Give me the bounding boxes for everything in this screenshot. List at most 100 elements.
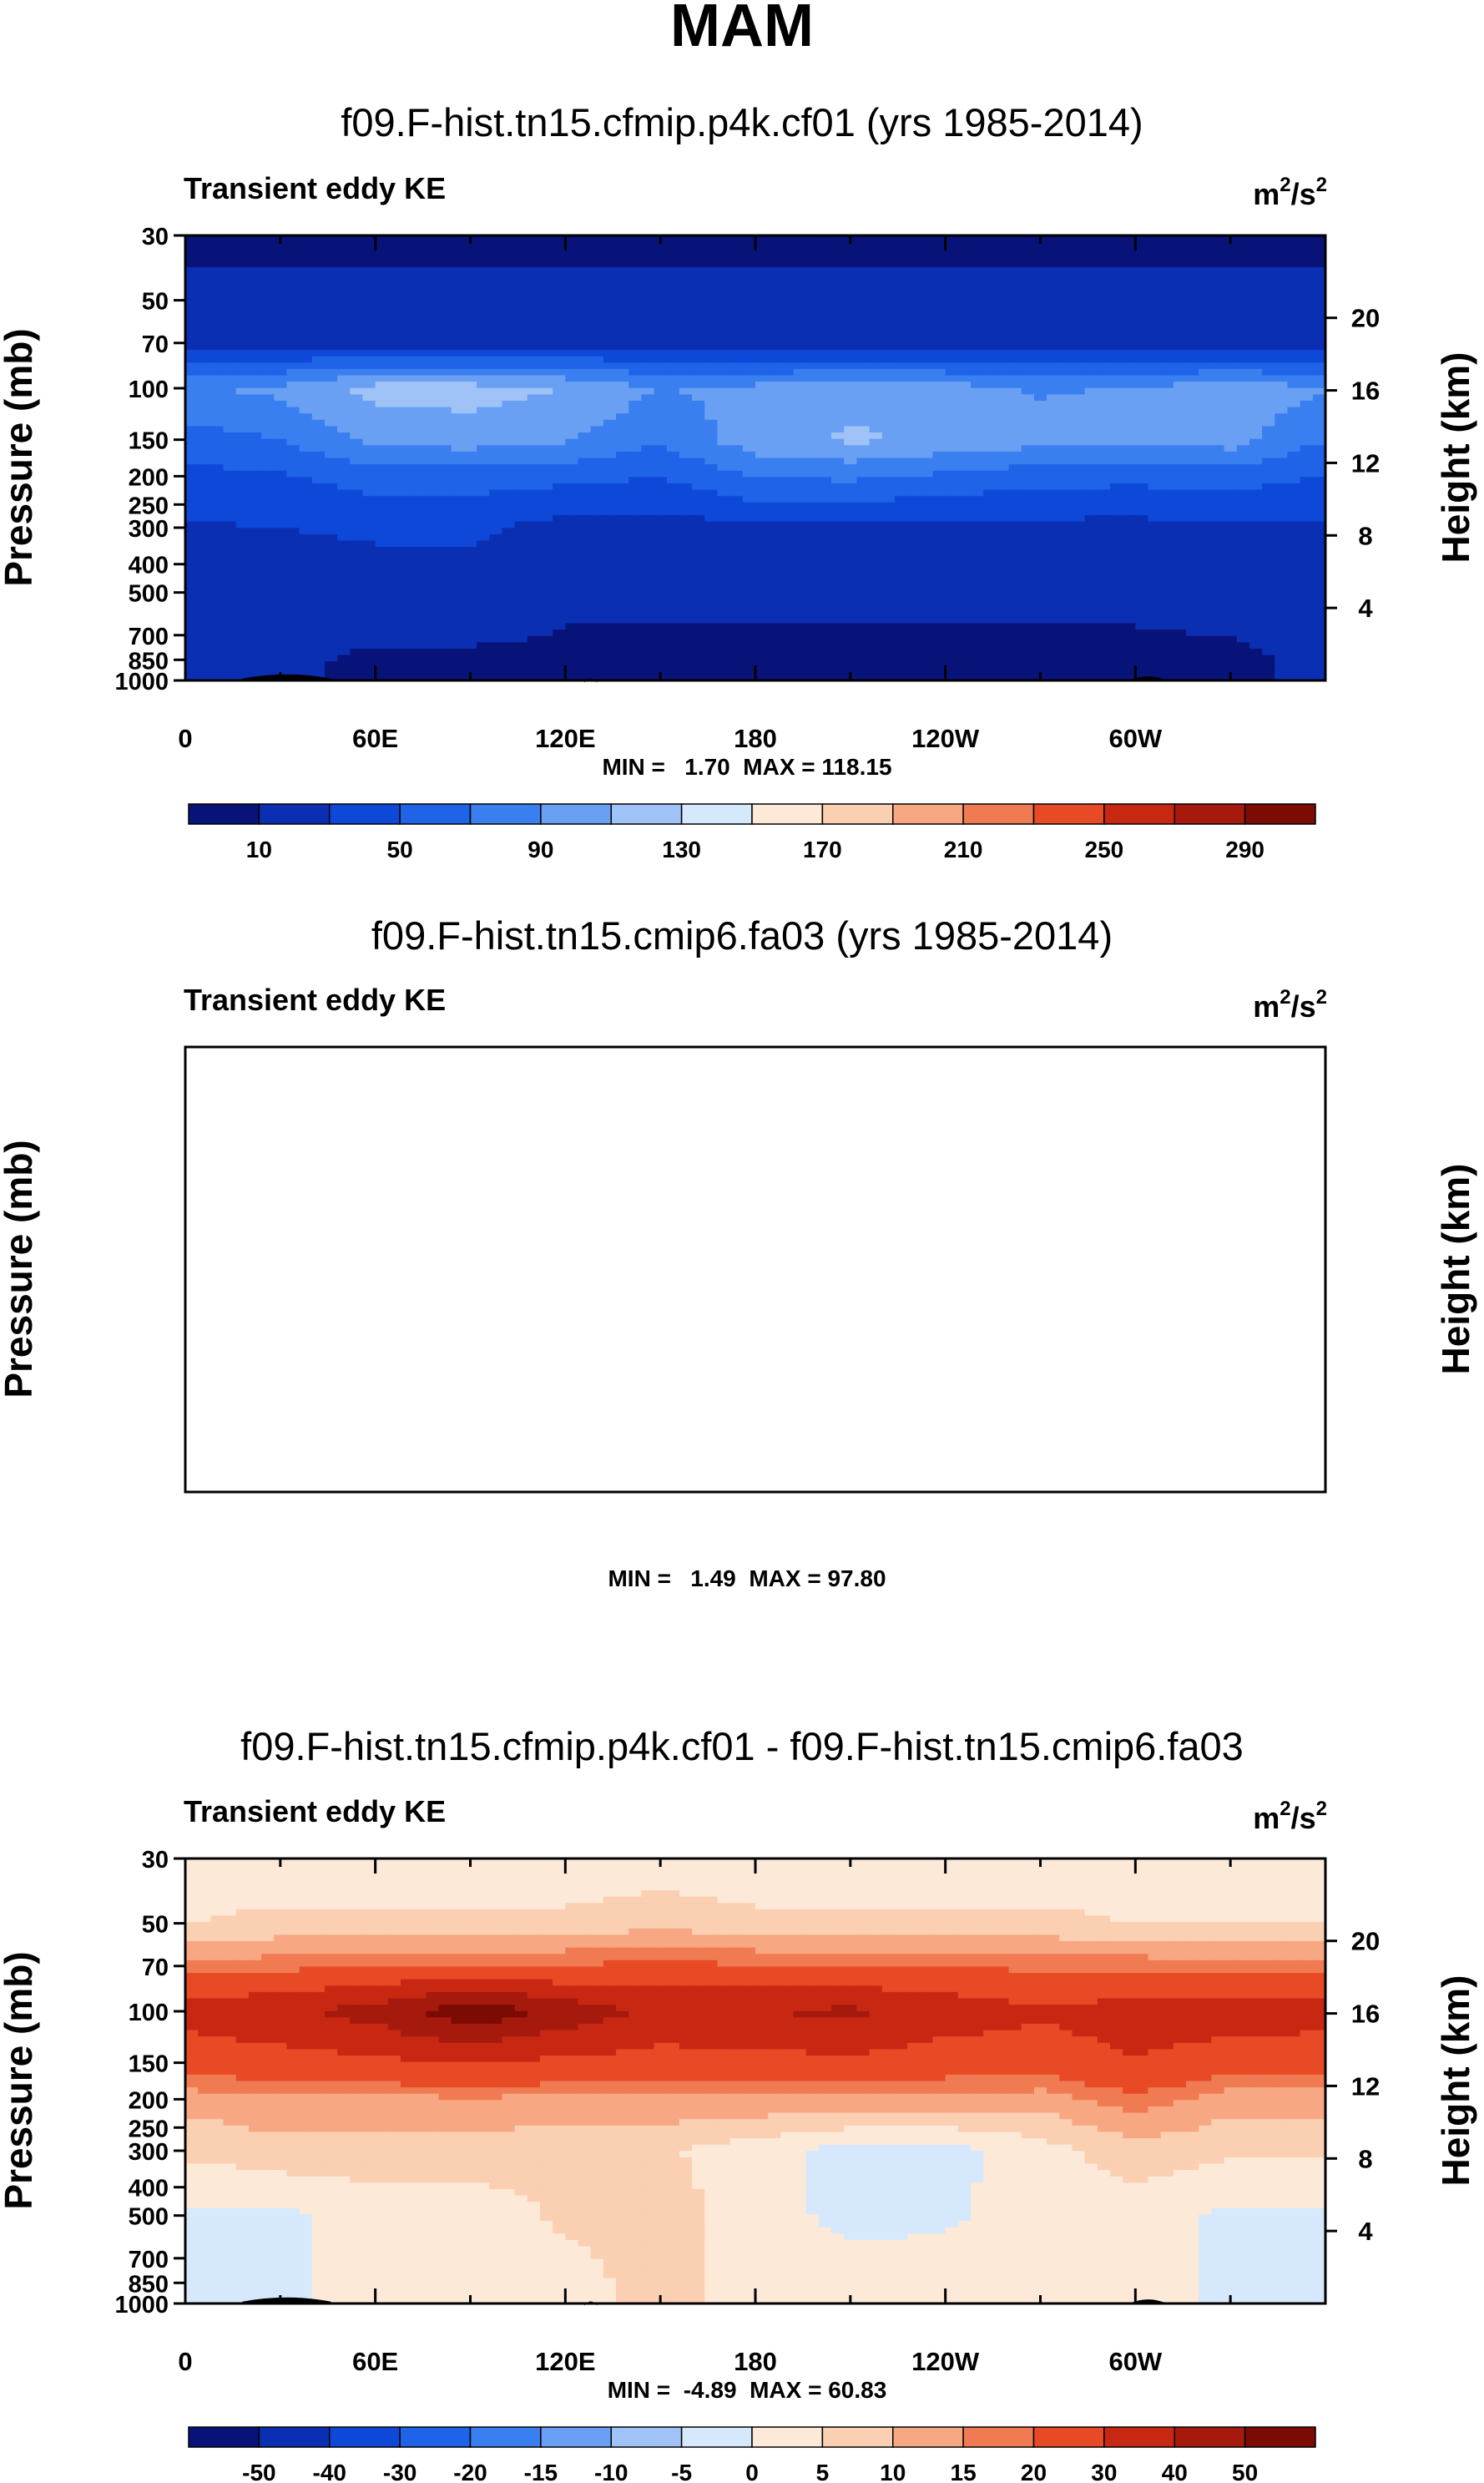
- contour-cell: [375, 584, 389, 592]
- contour-cell: [1287, 470, 1301, 478]
- contour-cell: [1262, 483, 1275, 491]
- contour-cell: [793, 331, 807, 338]
- contour-cell: [704, 343, 719, 351]
- contour-cell: [1123, 382, 1136, 389]
- contour-cell: [1072, 553, 1086, 560]
- contour-cell: [1173, 343, 1187, 351]
- contour-cell: [628, 413, 642, 421]
- contour-cell: [1160, 521, 1174, 528]
- contour-cell: [311, 528, 326, 535]
- contour-cell: [869, 534, 883, 542]
- contour-cell: [1047, 407, 1060, 414]
- contour-cell: [894, 559, 908, 567]
- contour-cell: [729, 464, 744, 472]
- contour-cell: [337, 311, 351, 319]
- contour-cell: [831, 362, 845, 370]
- contour-cell: [755, 528, 769, 535]
- contour-cell: [1312, 317, 1326, 326]
- contour-cell: [641, 394, 655, 402]
- contour-cell: [514, 407, 528, 414]
- contour-cell: [1135, 438, 1149, 446]
- contour-cell: [1109, 540, 1123, 548]
- contour-cell: [603, 382, 617, 389]
- contour-cell: [1211, 579, 1225, 586]
- contour-cell: [324, 241, 338, 249]
- contour-cell: [666, 273, 680, 281]
- contour-cell: [983, 483, 997, 491]
- contour-cell: [223, 464, 237, 472]
- contour-cell: [463, 299, 477, 306]
- contour-cell: [223, 496, 237, 503]
- contour-cell: [654, 445, 668, 453]
- contour-cell: [1236, 356, 1250, 363]
- contour-cell: [185, 483, 199, 491]
- contour-cell: [869, 317, 883, 326]
- contour-cell: [844, 343, 858, 351]
- contour-cell: [401, 584, 414, 592]
- contour-cell: [1109, 445, 1123, 453]
- contour-cell: [1249, 565, 1263, 574]
- contour-cell: [311, 565, 326, 574]
- contour-cell: [210, 292, 225, 300]
- contour-cell: [1224, 317, 1238, 326]
- contour-cell: [1211, 559, 1225, 567]
- contour-cell: [856, 292, 871, 300]
- contour-cell: [1059, 273, 1073, 281]
- contour-cell: [1109, 438, 1123, 446]
- contour-cell: [185, 305, 199, 312]
- contour-cell: [780, 445, 795, 453]
- contour-cell: [527, 331, 541, 338]
- contour-cell: [477, 311, 490, 319]
- contour-cell: [1109, 317, 1123, 326]
- contour-cell: [235, 331, 250, 338]
- contour-cell: [235, 299, 250, 306]
- contour-cell: [704, 438, 719, 446]
- contour-cell: [793, 311, 807, 319]
- contour-cell: [401, 540, 414, 548]
- contour-cell: [324, 432, 338, 440]
- contour-cell: [387, 267, 401, 275]
- contour-cell: [704, 553, 719, 560]
- contour-cell: [1224, 496, 1238, 503]
- contour-cell: [451, 260, 465, 268]
- contour-cell: [1300, 496, 1314, 503]
- contour-cell: [957, 413, 972, 421]
- contour-cell: [413, 534, 427, 542]
- contour-cell: [704, 559, 719, 567]
- contour-cell: [1287, 521, 1301, 528]
- contour-cell: [945, 280, 959, 287]
- contour-cell: [1186, 286, 1199, 294]
- contour-cell: [553, 394, 566, 402]
- contour-cell: [286, 419, 300, 427]
- contour-cell: [489, 260, 503, 268]
- contour-cell: [477, 579, 490, 586]
- contour-cell: [907, 299, 921, 306]
- contour-cell: [248, 350, 262, 357]
- contour-cell: [793, 528, 807, 535]
- contour-cell: [401, 565, 414, 574]
- contour-cell: [1186, 547, 1199, 554]
- contour-cell: [1072, 362, 1086, 370]
- contour-cell: [1249, 317, 1263, 326]
- contour-cell: [248, 235, 262, 243]
- contour-cell: [1135, 496, 1149, 503]
- contour-cell: [477, 413, 490, 421]
- contour-cell: [438, 579, 452, 586]
- contour-cell: [565, 445, 579, 453]
- contour-cell: [1033, 317, 1047, 326]
- contour-cell: [768, 496, 781, 503]
- contour-cell: [881, 387, 896, 395]
- contour-cell: [1287, 336, 1301, 345]
- contour-cell: [527, 419, 541, 427]
- contour-cell: [1300, 483, 1314, 491]
- contour-cell: [1249, 438, 1263, 446]
- contour-cell: [996, 267, 1010, 275]
- contour-cell: [932, 553, 946, 560]
- contour-cell: [1109, 343, 1123, 351]
- contour-cell: [223, 432, 237, 440]
- contour-cell: [1262, 267, 1275, 275]
- contour-cell: [742, 368, 756, 377]
- contour-cell: [362, 324, 376, 331]
- contour-cell: [983, 540, 997, 548]
- contour-cell: [590, 489, 604, 497]
